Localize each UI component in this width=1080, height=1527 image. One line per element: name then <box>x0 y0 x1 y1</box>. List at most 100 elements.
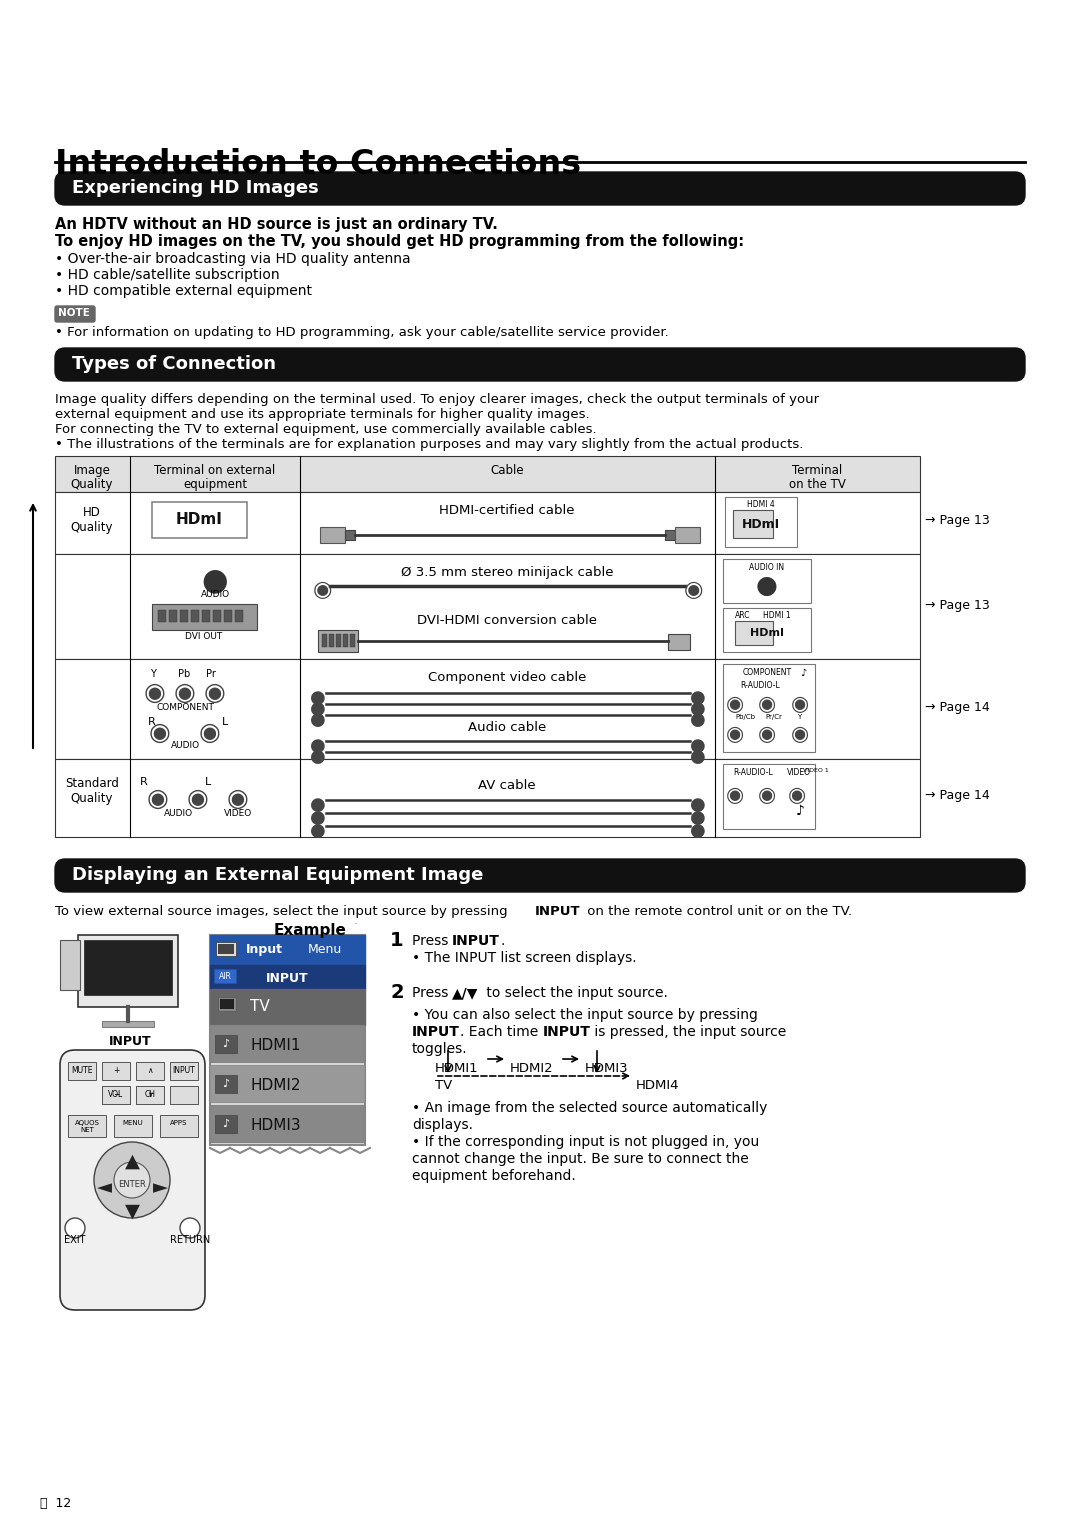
Text: INPUT: INPUT <box>453 935 500 948</box>
Text: Image quality differs depending on the terminal used. To enjoy clearer images, c: Image quality differs depending on the t… <box>55 392 819 406</box>
Text: • Over-the-air broadcasting via HD quality antenna: • Over-the-air broadcasting via HD quali… <box>55 252 410 266</box>
Text: TV: TV <box>435 1080 453 1092</box>
Text: ◉: ◉ <box>788 785 806 805</box>
Text: DVI OUT: DVI OUT <box>186 632 222 641</box>
FancyBboxPatch shape <box>55 305 95 322</box>
Text: ◉: ◉ <box>726 785 744 805</box>
Text: → Page 14: → Page 14 <box>924 701 989 715</box>
Bar <box>220 999 234 1009</box>
Text: TV: TV <box>249 999 270 1014</box>
Text: cannot change the input. Be sure to connect the: cannot change the input. Be sure to conn… <box>411 1151 748 1167</box>
Bar <box>210 989 365 1025</box>
Bar <box>345 530 355 541</box>
Text: ◉: ◉ <box>187 786 208 811</box>
Text: HDMI1: HDMI1 <box>249 1038 300 1054</box>
Text: Pb: Pb <box>178 669 190 680</box>
Bar <box>665 530 675 541</box>
Bar <box>235 609 243 621</box>
Text: AQUOS
NET: AQUOS NET <box>75 1119 99 1133</box>
Bar <box>723 559 811 603</box>
Bar <box>170 1061 198 1080</box>
Text: . Each time: . Each time <box>460 1025 542 1038</box>
Bar <box>318 631 357 652</box>
Text: +: + <box>112 1066 119 1075</box>
Text: ♪: ♪ <box>222 1038 230 1049</box>
Text: NOTE: NOTE <box>58 308 90 318</box>
Bar <box>213 609 221 621</box>
Text: Press: Press <box>411 986 453 1000</box>
Text: Y: Y <box>797 715 801 721</box>
Bar <box>322 634 327 647</box>
Text: • An image from the selected source automatically: • An image from the selected source auto… <box>411 1101 768 1115</box>
Text: ▼: ▼ <box>124 1202 139 1222</box>
Text: ◉: ◉ <box>726 724 744 744</box>
Text: Pr/Cr: Pr/Cr <box>765 715 782 721</box>
FancyBboxPatch shape <box>55 173 1025 205</box>
Text: ◉: ◉ <box>149 721 171 745</box>
Bar <box>55 554 920 660</box>
Bar <box>168 609 177 621</box>
Text: MENU: MENU <box>123 1119 144 1125</box>
Text: ◉: ◉ <box>758 693 777 715</box>
Text: 1: 1 <box>390 931 404 950</box>
Bar <box>60 941 80 989</box>
Bar <box>202 609 210 621</box>
Bar <box>210 965 365 989</box>
Text: CH: CH <box>145 1090 156 1099</box>
Text: 2: 2 <box>390 983 404 1002</box>
Text: INPUT: INPUT <box>173 1066 195 1075</box>
Text: ●: ● <box>310 822 326 840</box>
Text: INPUT: INPUT <box>109 1035 151 1048</box>
Bar <box>723 608 811 652</box>
Text: ◉: ◉ <box>227 786 248 811</box>
Bar <box>68 1061 96 1080</box>
Text: ⓔ  12: ⓔ 12 <box>40 1496 71 1510</box>
Bar <box>84 941 172 996</box>
Text: equipment beforehand.: equipment beforehand. <box>411 1170 576 1183</box>
Text: ◄: ◄ <box>96 1177 111 1197</box>
Text: ∨: ∨ <box>147 1090 152 1099</box>
Bar <box>210 1106 365 1144</box>
Text: ●: ● <box>690 689 706 707</box>
Bar <box>102 1061 130 1080</box>
Text: ◉: ◉ <box>684 580 703 600</box>
Bar <box>215 1035 237 1054</box>
Text: AIR: AIR <box>218 973 231 980</box>
Text: ◉: ◉ <box>174 681 195 705</box>
Text: HDMI3: HDMI3 <box>249 1118 300 1133</box>
Text: Ø 3.5 mm stereo minijack cable: Ø 3.5 mm stereo minijack cable <box>401 567 613 579</box>
Text: is pressed, the input source: is pressed, the input source <box>590 1025 786 1038</box>
Bar <box>723 664 815 751</box>
Bar <box>723 764 815 829</box>
Bar <box>669 634 690 651</box>
Bar <box>158 609 166 621</box>
Text: L: L <box>205 777 212 786</box>
Text: DVI-HDMI conversion cable: DVI-HDMI conversion cable <box>417 614 597 628</box>
Text: → Page 14: → Page 14 <box>924 789 989 802</box>
Text: Terminal: Terminal <box>792 464 842 476</box>
Text: toggles.: toggles. <box>411 1041 468 1057</box>
Text: COMPONENT: COMPONENT <box>742 667 792 676</box>
Text: ◉: ◉ <box>312 580 332 600</box>
Text: .: . <box>500 935 504 948</box>
Bar <box>735 621 773 644</box>
Text: ●: ● <box>690 822 706 840</box>
Text: on the remote control unit or on the TV.: on the remote control unit or on the TV. <box>583 906 852 918</box>
Text: ♪: ♪ <box>222 1119 230 1128</box>
Text: VIDEO 1: VIDEO 1 <box>804 768 828 773</box>
Text: ●: ● <box>310 809 326 828</box>
Bar <box>218 944 234 954</box>
Text: ENTER: ENTER <box>118 1180 146 1190</box>
Text: ▲: ▲ <box>124 1151 139 1171</box>
Circle shape <box>114 1162 150 1199</box>
Circle shape <box>180 1219 200 1238</box>
Text: ●: ● <box>202 567 228 596</box>
Text: → Page 13: → Page 13 <box>924 515 989 527</box>
Text: R: R <box>140 777 148 786</box>
Text: ▲/▼: ▲/▼ <box>453 986 478 1000</box>
Text: To enjoy HD images on the TV, you should get HD programming from the following:: To enjoy HD images on the TV, you should… <box>55 234 744 249</box>
Text: ●: ● <box>690 699 706 718</box>
Bar <box>152 502 247 538</box>
Bar <box>55 457 920 492</box>
Bar <box>55 660 920 759</box>
